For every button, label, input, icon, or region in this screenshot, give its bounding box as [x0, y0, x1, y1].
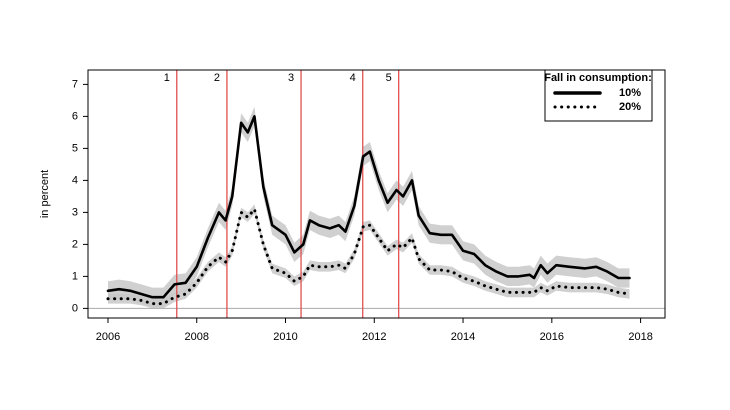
- y-tick-label: 2: [72, 238, 78, 250]
- x-tick-label: 2018: [628, 331, 652, 343]
- x-tick-label: 2010: [273, 331, 297, 343]
- event-label: 3: [288, 72, 294, 84]
- series-line: [106, 207, 631, 306]
- confidence-band: [107, 106, 630, 307]
- y-axis-label: in percent: [39, 170, 51, 218]
- x-tick-label: 2012: [362, 331, 386, 343]
- event-label: 5: [386, 72, 392, 84]
- x-tick-label: 2006: [96, 331, 120, 343]
- event-label: 1: [164, 72, 170, 84]
- x-tick-label: 2014: [451, 331, 475, 343]
- legend-label: 20%: [619, 101, 641, 113]
- y-tick-label: 6: [72, 110, 78, 122]
- confidence-band: [107, 204, 630, 309]
- legend-title: Fall in consumption:: [544, 72, 652, 84]
- event-label: 4: [350, 72, 356, 84]
- x-tick-label: 2008: [185, 331, 209, 343]
- legend-box: [544, 69, 653, 122]
- y-tick-label: 7: [72, 78, 78, 90]
- x-tick-label: 2016: [540, 331, 564, 343]
- y-tick-label: 0: [72, 302, 78, 314]
- y-tick-label: 3: [72, 206, 78, 218]
- event-label: 2: [214, 72, 220, 84]
- y-tick-label: 1: [72, 270, 78, 282]
- legend-label: 10%: [619, 87, 641, 99]
- y-tick-label: 4: [72, 174, 78, 186]
- plot-frame: [87, 69, 666, 319]
- y-tick-label: 5: [72, 142, 78, 154]
- series-line: [106, 115, 631, 299]
